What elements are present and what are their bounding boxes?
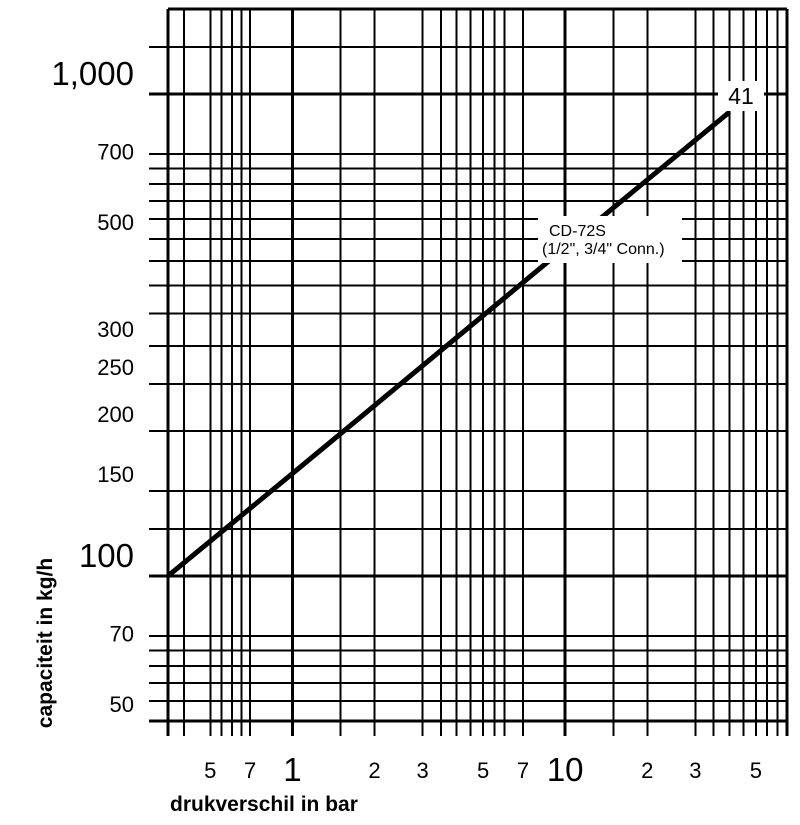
y-tick-label: 700 [97,140,134,165]
y-axis-title: capaciteit in kg/h [34,558,57,728]
x-tick-label: 2 [641,758,653,783]
x-tick-labels: 5 7 1 2 3 5 7 10 2 3 5 [204,751,762,788]
y-tick-label: 70 [110,622,134,647]
curve-number-label: 41 [728,83,754,109]
y-tick-label: 50 [110,692,134,717]
curve-group [166,110,732,578]
x-tick-label: 1 [283,751,301,788]
y-tick-label: 100 [79,537,134,574]
x-tick-label: 3 [689,758,701,783]
x-tick-label: 10 [547,751,584,788]
x-tick-label: 7 [244,758,256,783]
x-tick-label: 5 [204,758,216,783]
y-tick-label: 300 [97,317,134,342]
series-annotation-box [538,216,682,263]
series-annotation-line1: CD-72S [549,223,606,240]
grid [149,7,789,736]
x-axis-title: drukverschil in bar [170,793,358,816]
curve-number-halo [718,81,764,111]
y-tick-label: 500 [97,210,134,235]
x-tick-label: 5 [477,758,489,783]
x-tick-label: 3 [416,758,428,783]
y-tick-label: 250 [97,355,134,380]
y-tick-label: 1,000 [51,55,134,92]
x-tick-label: 2 [368,758,380,783]
capacity-curve-41 [166,110,732,578]
series-annotation-line2: (1/2", 3/4" Conn.) [542,241,665,258]
y-tick-labels: 1,000 700 500 300 250 200 150 100 70 50 [51,55,134,717]
x-tick-label: 5 [750,758,762,783]
y-tick-label: 150 [97,462,134,487]
x-tick-label: 7 [517,758,529,783]
y-tick-label: 200 [97,402,134,427]
